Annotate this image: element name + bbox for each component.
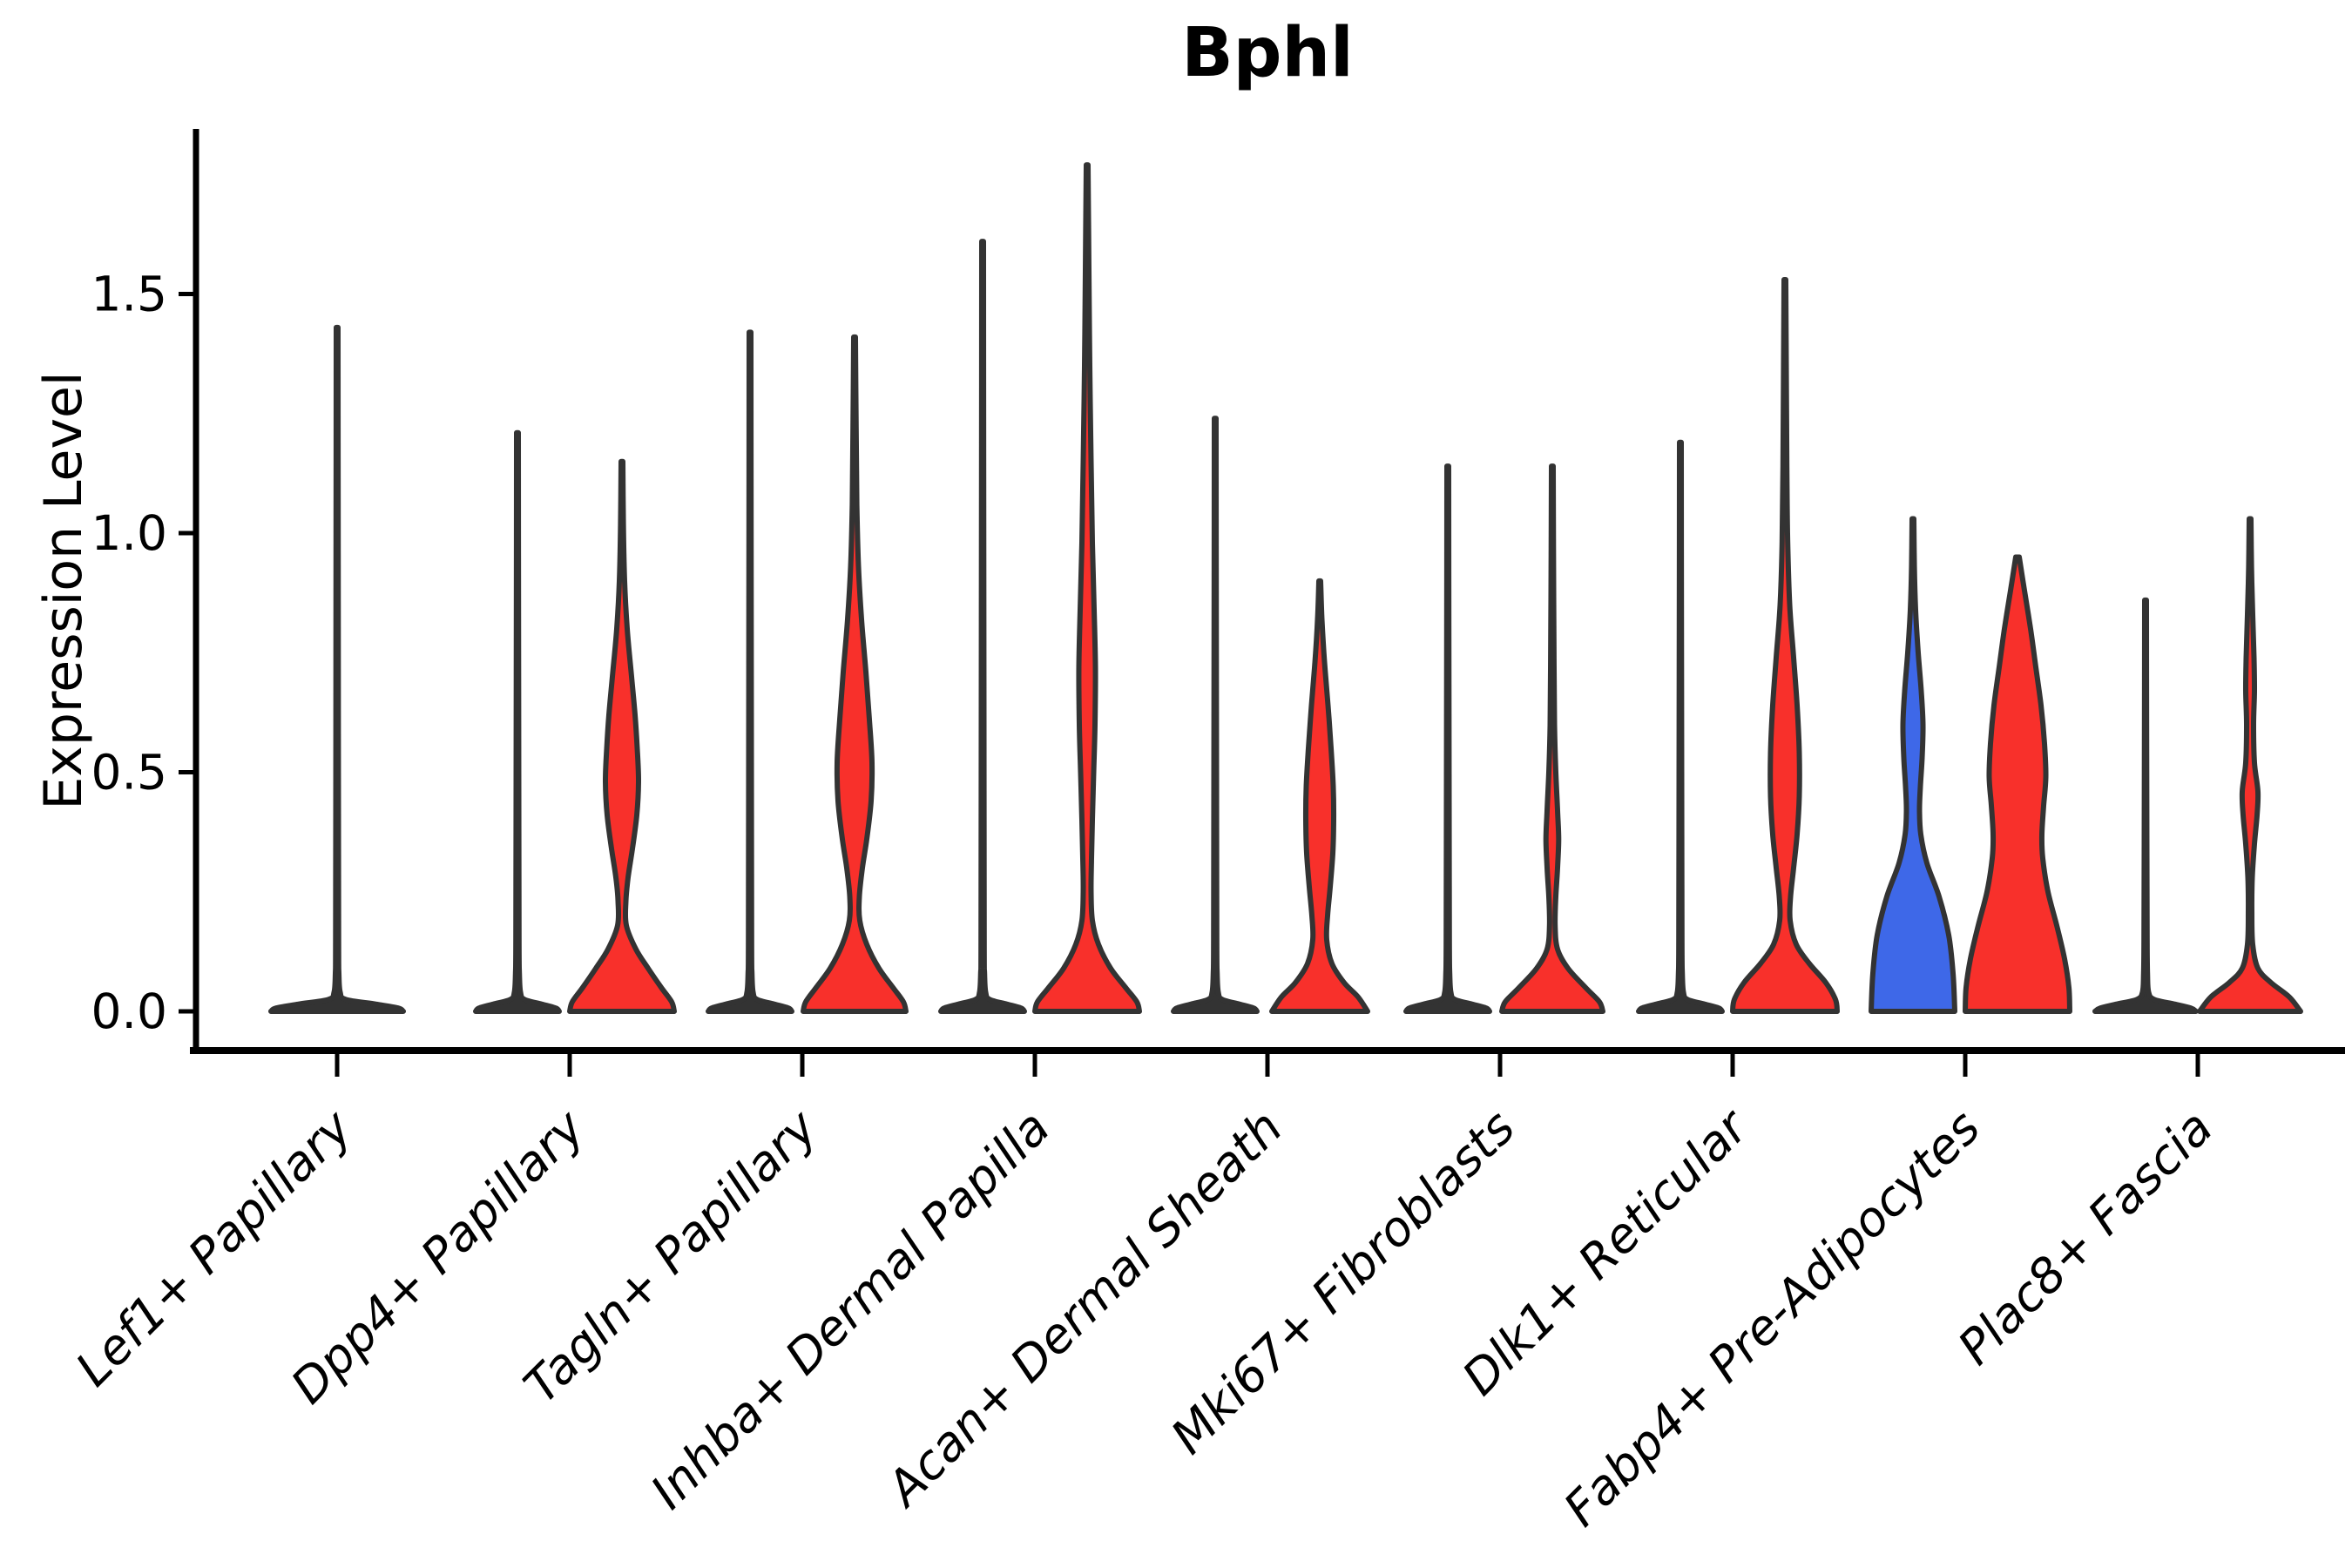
violin-mki67-fibroblasts-left xyxy=(1403,463,1492,1014)
violin-plac8-fascia-right xyxy=(2197,516,2303,1014)
violin-dlk1-reticular-left xyxy=(1636,439,1725,1014)
violin-lef1-papillary-center xyxy=(268,324,406,1014)
chart-title: Bphl xyxy=(1181,14,1354,92)
violin-fabp4-pre-adipocytes-left xyxy=(1869,516,1957,1014)
violin-inhba-dermal-papilla-right xyxy=(1032,162,1142,1014)
x-tick-label: Fabp4+ Pre-Adipocytes xyxy=(1553,1099,1990,1537)
violin-inhba-dermal-papilla-left xyxy=(938,239,1027,1014)
y-tick-label: 1.5 xyxy=(91,267,167,322)
y-tick-label: 0.0 xyxy=(91,983,167,1039)
violin-mki67-fibroblasts-right xyxy=(1499,463,1605,1014)
violin-tagln-papillary-right xyxy=(801,334,909,1014)
violin-acan-dermal-sheath-right xyxy=(1269,578,1370,1014)
x-tick-label: Acan+ Dermal Sheath xyxy=(875,1099,1294,1518)
violin-plac8-fascia-left xyxy=(2092,597,2199,1014)
violin-dpp4-papillary-left xyxy=(473,429,562,1014)
violin-tagln-papillary-left xyxy=(706,329,794,1014)
y-tick-label: 0.5 xyxy=(91,745,167,801)
violin-fabp4-pre-adipocytes-right xyxy=(1963,554,2072,1014)
y-tick-label: 1.0 xyxy=(91,505,167,561)
x-tick-label: Inhba+ Dermal Papilla xyxy=(640,1099,1060,1519)
violin-dlk1-reticular-right xyxy=(1730,277,1840,1014)
violin-acan-dermal-sheath-left xyxy=(1171,416,1260,1014)
violin-dpp4-papillary-right xyxy=(567,458,677,1014)
